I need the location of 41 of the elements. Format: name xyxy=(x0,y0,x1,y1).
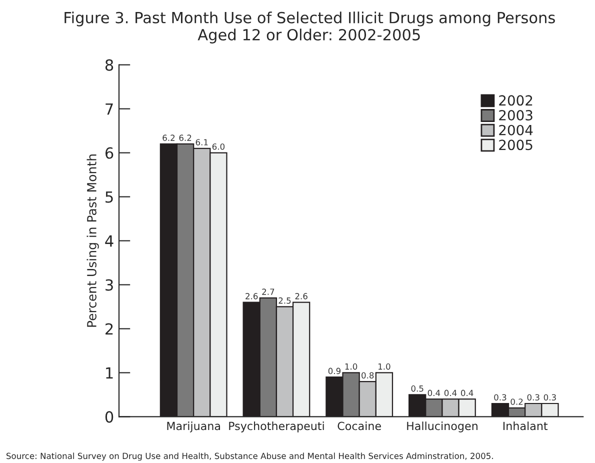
data-label: 0.3 xyxy=(544,394,556,400)
data-label: 0.2 xyxy=(510,398,523,405)
y-tick-label: 6 xyxy=(105,147,114,159)
x-tick-label: Cocaine xyxy=(338,422,381,430)
x-tick-label: Psychotherapeuti xyxy=(229,422,324,432)
data-label: 0.4 xyxy=(428,390,440,396)
y-tick-label: 2 xyxy=(106,323,113,335)
data-label: 0.8 xyxy=(362,372,374,379)
data-label: 0.4 xyxy=(444,390,457,396)
y-tick-label: 5 xyxy=(106,191,113,203)
chart-title: Figure 3. Past Month Use of Selected Illicit Drugs among Persons Aged 12 or Older: 2002-2005 xyxy=(64,12,555,44)
data-label: 2.6 xyxy=(246,293,258,300)
data-label: 1.0 xyxy=(378,363,390,370)
y-tick-label: 4 xyxy=(105,235,114,247)
y-tick-label: 7 xyxy=(106,103,113,115)
y-tick-label: 1 xyxy=(106,367,113,379)
legend-label: 2004 xyxy=(499,124,533,136)
data-label: 6.1 xyxy=(196,139,208,146)
data-label: 0.3 xyxy=(494,394,506,400)
y-tick-label: 0 xyxy=(105,411,114,423)
x-tick-label: Marijuana xyxy=(167,422,220,432)
data-label: 0.5 xyxy=(411,385,424,392)
y-tick-label: 8 xyxy=(105,59,114,71)
data-label: 1.0 xyxy=(345,363,358,370)
data-label: 0.9 xyxy=(328,368,341,374)
data-label: 2.6 xyxy=(295,293,308,300)
legend-label: 2003 xyxy=(499,110,532,120)
legend-label: 2002 xyxy=(499,95,532,106)
x-tick-label: Hallucinogen xyxy=(407,422,478,432)
data-label: 0.4 xyxy=(461,390,474,396)
data-label: 0.3 xyxy=(527,394,540,400)
data-label: 2.7 xyxy=(262,288,274,295)
legend-label: 2005 xyxy=(499,140,532,150)
y-axis-title: Percent Using in Past Month xyxy=(86,154,99,327)
data-label: 2.5 xyxy=(278,297,291,304)
data-label: 6.0 xyxy=(212,143,225,150)
data-label: 6.2 xyxy=(179,134,192,141)
data-label: 6.2 xyxy=(162,134,175,141)
x-tick-label: Inhalant xyxy=(503,422,548,430)
source-note: Source: National Survey on Drug Use and Health, Substance Abuse and Mental Health Services Adminstration, 2005. xyxy=(6,452,493,461)
y-tick-label: 3 xyxy=(106,279,113,291)
